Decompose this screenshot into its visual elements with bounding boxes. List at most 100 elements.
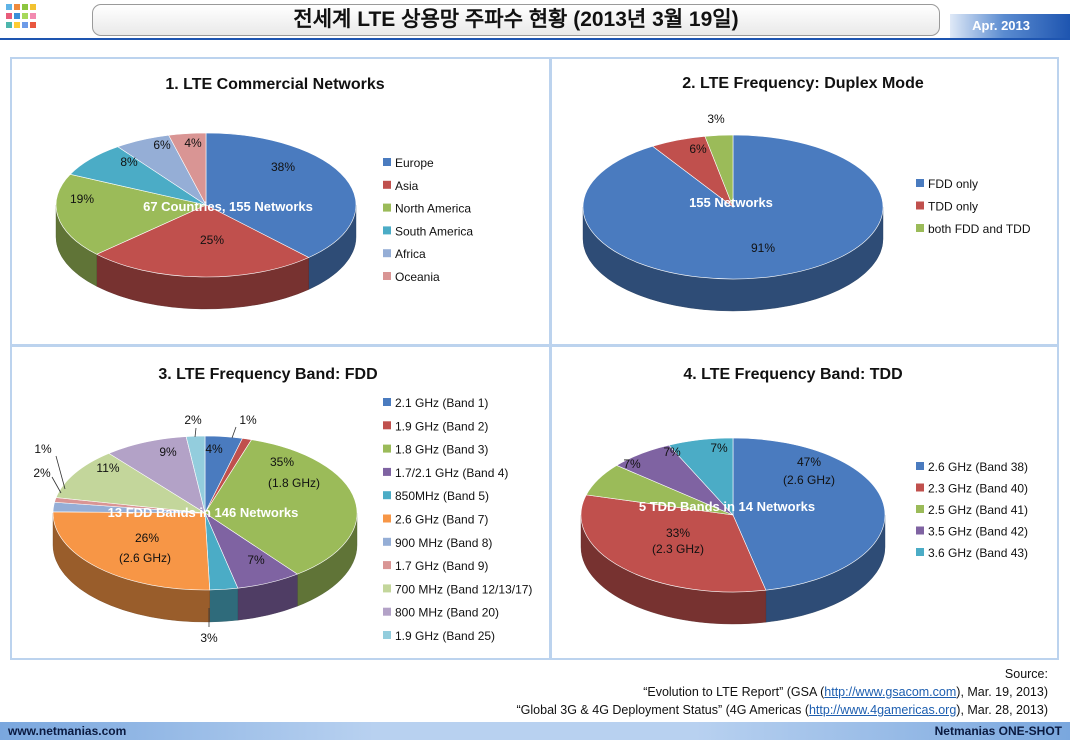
legend-swatch xyxy=(916,548,924,556)
center-label: 155 Networks xyxy=(689,195,773,210)
logo-square xyxy=(22,22,28,28)
chart-title: 3. LTE Frequency Band: FDD xyxy=(158,366,377,383)
legend-swatch xyxy=(383,226,391,235)
source-line-gsa: “Evolution to LTE Report” (GSA (http://w… xyxy=(643,685,1048,699)
pie-slice[interactable] xyxy=(704,134,734,208)
4gamericas-link[interactable]: http://www.4gamericas.org xyxy=(808,703,957,717)
legend-swatch xyxy=(916,201,924,210)
slice-label: 1% xyxy=(34,442,52,456)
pie-slice[interactable] xyxy=(732,437,886,591)
legend-label: FDD only xyxy=(928,177,978,191)
pie-slice[interactable] xyxy=(580,494,767,593)
slice-label: 33% xyxy=(666,526,690,540)
legend-swatch xyxy=(916,224,924,232)
slice-label: 7% xyxy=(247,553,265,567)
legend-swatch xyxy=(383,537,391,546)
logo-square xyxy=(6,4,12,10)
logo-square xyxy=(30,13,36,19)
slice-label: 11% xyxy=(96,461,119,475)
gsa-link[interactable]: http://www.gsacom.com xyxy=(824,685,957,699)
panel-divider-horizontal xyxy=(10,344,1059,347)
page-title: 전세계 LTE 상용망 주파수 현황 (2013년 3월 19일) xyxy=(92,4,940,36)
leader-line xyxy=(194,427,197,438)
legend-label: 1.9 GHz (Band 25) xyxy=(395,629,495,643)
slice-label: 47% xyxy=(797,455,821,469)
footer-website[interactable]: www.netmanias.com xyxy=(8,724,127,738)
pie-slice[interactable] xyxy=(168,132,207,206)
legend-swatch xyxy=(383,272,391,280)
legend-swatch xyxy=(916,505,924,513)
slice-label: 25% xyxy=(200,233,224,247)
slice-label: 6% xyxy=(689,142,707,156)
pie-slice[interactable] xyxy=(52,511,211,591)
pie-slice[interactable] xyxy=(55,452,206,514)
legend-label: Asia xyxy=(395,179,419,193)
logo-square xyxy=(14,22,20,28)
legend-swatch xyxy=(383,249,391,258)
center-label: 67 Countries, 155 Networks xyxy=(143,199,313,214)
legend-swatch xyxy=(383,584,391,593)
legend-label: 2.3 GHz (Band 40) xyxy=(928,482,1028,496)
center-label: 13 FDD Bands in 146 Networks xyxy=(108,505,299,520)
logo-square xyxy=(22,13,28,19)
date-badge: Apr. 2013 xyxy=(950,14,1070,38)
leader-line xyxy=(51,476,62,494)
legend-label: Oceania xyxy=(395,270,440,284)
pie-chart-1: 1. LTE Commercial Networks 38% 25% 19% 8% 6% 4… xyxy=(55,76,473,310)
footer-brand: Netmanias ONE-SHOT xyxy=(934,724,1062,738)
legend-label: both FDD and TDD xyxy=(928,222,1031,236)
slice-label: 7% xyxy=(663,445,681,459)
slice-label: 3% xyxy=(200,631,218,645)
leader-line xyxy=(231,426,237,439)
logo-square xyxy=(30,4,36,10)
legend-swatch xyxy=(383,158,391,166)
pie-slice[interactable] xyxy=(205,132,357,258)
legend-swatch xyxy=(383,631,391,639)
pie-slice[interactable] xyxy=(204,439,358,575)
legend-swatch xyxy=(383,491,391,500)
legend-label: Europe xyxy=(395,156,434,170)
slice-label: 91% xyxy=(751,241,775,255)
pie-slice[interactable] xyxy=(55,174,207,255)
legend-label: 2.6 GHz (Band 38) xyxy=(928,460,1028,474)
legend-label: TDD only xyxy=(928,200,978,214)
legend-label: North America xyxy=(395,202,471,216)
slice-label: 26% xyxy=(135,531,159,545)
header-divider xyxy=(0,38,1070,40)
legend-swatch xyxy=(383,421,391,430)
slice-sublabel: (1.8 GHz) xyxy=(268,476,320,490)
legend-swatch xyxy=(383,398,391,406)
legend-swatch xyxy=(383,514,391,523)
chart-title: 4. LTE Frequency Band: TDD xyxy=(683,366,902,383)
logo-square xyxy=(14,4,20,10)
slice-label: 4% xyxy=(184,136,202,150)
slice-sublabel: (2.6 GHz) xyxy=(119,551,171,565)
slice-label: 6% xyxy=(153,138,171,152)
legend-label: South America xyxy=(395,224,473,238)
legend-label: 3.5 GHz (Band 42) xyxy=(928,525,1028,539)
slice-label: 2% xyxy=(184,413,202,427)
source-line-4gamericas: “Global 3G & 4G Deployment Status” (4G A… xyxy=(516,703,1048,717)
legend-label: 2.1 GHz (Band 1) xyxy=(395,396,488,410)
logo-square xyxy=(6,22,12,28)
legend-label: 850MHz (Band 5) xyxy=(395,489,489,503)
legend-label: 1.9 GHz (Band 2) xyxy=(395,419,488,433)
slice-label: 7% xyxy=(623,457,641,471)
logo-square xyxy=(22,4,28,10)
legend-swatch xyxy=(383,180,391,189)
legend-label: 800 MHz (Band 20) xyxy=(395,606,499,620)
legend-label: 1.8 GHz (Band 3) xyxy=(395,443,488,457)
logo-square xyxy=(14,13,20,19)
pie-slice[interactable] xyxy=(668,437,734,516)
pie-slice[interactable] xyxy=(185,435,206,514)
pie-slice[interactable] xyxy=(95,204,310,278)
slice-label: 4% xyxy=(205,442,223,456)
slice-sublabel: (2.6 GHz) xyxy=(783,473,835,487)
center-label: 5 TDD Bands in 14 Networks xyxy=(639,499,815,514)
chart-title: 1. LTE Commercial Networks xyxy=(165,76,384,93)
chart-title: 2. LTE Frequency: Duplex Mode xyxy=(682,75,924,92)
slice-sublabel: (2.3 GHz) xyxy=(652,542,704,556)
slice-label: 19% xyxy=(70,192,94,206)
slice-label: 8% xyxy=(120,155,138,169)
pie-slice[interactable] xyxy=(108,436,206,514)
